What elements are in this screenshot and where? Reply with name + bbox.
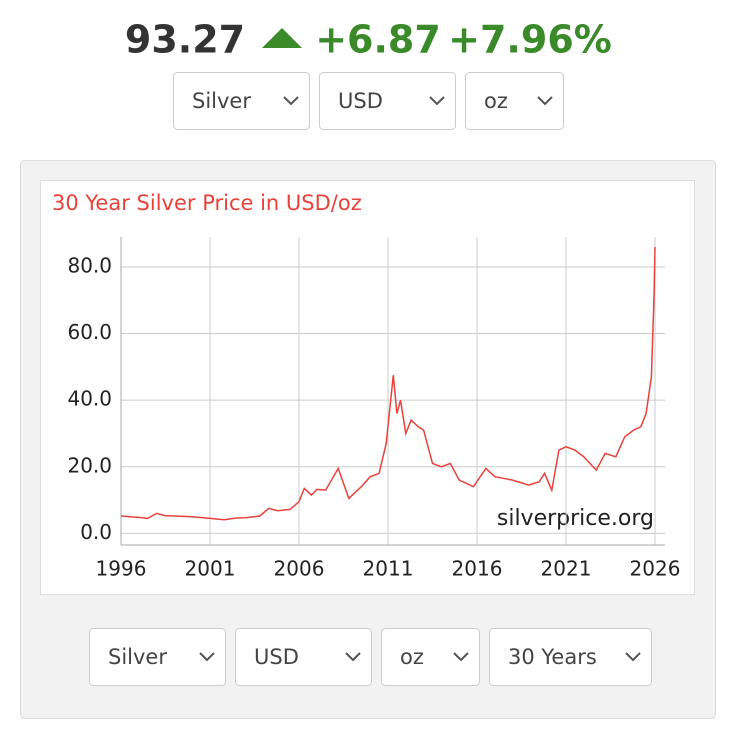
- change: +6.87: [315, 18, 441, 62]
- dropdown-label[interactable]: 30 Years: [508, 645, 597, 669]
- dropdown-box[interactable]: [381, 628, 480, 686]
- chevron[interactable]: [199, 652, 215, 662]
- dropdown[interactable]: oz: [381, 628, 480, 686]
- dropdown-label[interactable]: oz: [484, 89, 508, 113]
- dropdown-box[interactable]: [319, 72, 456, 130]
- price: 93.27: [125, 18, 245, 62]
- dropdown-label[interactable]: USD: [338, 89, 383, 113]
- chart-box: [40, 180, 695, 595]
- dropdown-label[interactable]: oz: [400, 645, 424, 669]
- y-tick-label: 60.0: [67, 320, 112, 344]
- dropdown-label[interactable]: Silver: [108, 645, 167, 669]
- x-tick-label: 2016: [452, 557, 503, 581]
- chevron[interactable]: [537, 96, 553, 106]
- chevron[interactable]: [283, 96, 299, 106]
- chevron[interactable]: [345, 652, 361, 662]
- x-tick-label: 2021: [541, 557, 592, 581]
- dropdown-label[interactable]: Silver: [192, 89, 251, 113]
- x-tick-label: 1996: [96, 557, 147, 581]
- y-tick-label: 80.0: [67, 253, 112, 277]
- dropdown[interactable]: oz: [465, 72, 564, 130]
- y-tick-label: 20.0: [67, 453, 112, 477]
- up-arrow: [262, 28, 302, 48]
- price-line: [120, 246, 656, 521]
- y-tick-label: 40.0: [67, 387, 112, 411]
- chevron[interactable]: [625, 652, 641, 662]
- chevron[interactable]: [453, 652, 469, 662]
- dropdown-box[interactable]: [89, 628, 226, 686]
- dropdown[interactable]: 30 Years: [489, 628, 652, 686]
- x-tick-label: 2011: [363, 557, 414, 581]
- watermark: silverprice.org: [497, 506, 654, 531]
- dropdown-box[interactable]: [173, 72, 310, 130]
- dropdown-box[interactable]: [489, 628, 652, 686]
- dropdown-box[interactable]: [235, 628, 372, 686]
- chevron[interactable]: [429, 96, 445, 106]
- dropdown[interactable]: USD: [319, 72, 456, 130]
- x-tick-label: 2006: [274, 557, 325, 581]
- x-tick-label: 2001: [185, 557, 236, 581]
- x-tick-label: 2026: [630, 557, 681, 581]
- dropdown[interactable]: Silver: [89, 628, 226, 686]
- dropdown[interactable]: USD: [235, 628, 372, 686]
- y-tick-label: 0.0: [80, 520, 112, 544]
- change-percent: +7.96%: [448, 18, 612, 62]
- dropdown-box[interactable]: [465, 72, 564, 130]
- dropdown[interactable]: Silver: [173, 72, 310, 130]
- chart-title: 30 Year Silver Price in USD/oz: [52, 191, 362, 215]
- dropdown-label[interactable]: USD: [254, 645, 299, 669]
